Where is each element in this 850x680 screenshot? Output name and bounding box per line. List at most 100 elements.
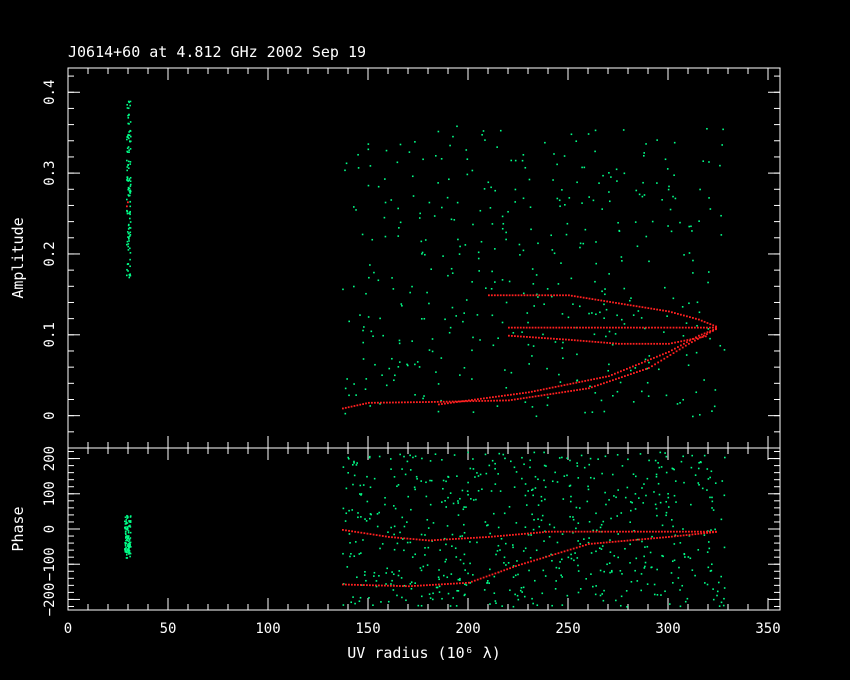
amplitude-model-point bbox=[519, 326, 522, 329]
amplitude-model-point bbox=[462, 400, 464, 403]
phase-axis-label: Phase bbox=[9, 506, 27, 551]
amplitude-model-point bbox=[505, 294, 508, 297]
phase-model-point bbox=[629, 539, 632, 542]
phase-data-point bbox=[463, 506, 465, 508]
amplitude-model-point bbox=[620, 370, 622, 373]
amplitude-model-point bbox=[597, 341, 600, 344]
amplitude-data-point bbox=[501, 215, 504, 218]
phase-data-point bbox=[442, 574, 445, 577]
phase-data-point bbox=[393, 476, 396, 478]
amplitude-model-point bbox=[457, 400, 460, 403]
amplitude-data-point bbox=[651, 220, 654, 223]
phase-data-point bbox=[559, 561, 561, 563]
phase-model-point bbox=[449, 538, 451, 541]
amplitude-data-point bbox=[129, 211, 131, 214]
amplitude-model-point bbox=[526, 294, 529, 297]
phase-model-point bbox=[584, 544, 587, 546]
amplitude-model-point bbox=[709, 330, 712, 332]
phase-data-point bbox=[129, 526, 132, 528]
phase-model-point bbox=[559, 530, 562, 533]
phase-data-point bbox=[575, 506, 578, 509]
phase-data-point bbox=[353, 460, 355, 463]
amplitude-data-point bbox=[483, 188, 486, 190]
amplitude-model-point bbox=[695, 317, 697, 320]
phase-data-point bbox=[125, 535, 128, 538]
amplitude-model-point bbox=[532, 336, 534, 339]
amplitude-data-point bbox=[127, 134, 129, 137]
phase-data-point bbox=[577, 564, 579, 567]
phase-data-point bbox=[698, 461, 700, 464]
amplitude-data-point bbox=[364, 388, 367, 391]
phase-data-point bbox=[550, 553, 552, 556]
amplitude-data-point bbox=[644, 327, 646, 330]
amplitude-model-point bbox=[709, 323, 712, 326]
amplitude-data-point bbox=[129, 234, 132, 236]
phase-data-point bbox=[489, 532, 491, 535]
amplitude-data-point bbox=[713, 405, 716, 408]
amplitude-data-point bbox=[127, 236, 129, 238]
amplitude-data-point bbox=[634, 221, 637, 223]
amplitude-model-point bbox=[474, 398, 476, 401]
phase-data-point bbox=[461, 535, 464, 537]
amplitude-data-point bbox=[570, 277, 573, 280]
amplitude-model-point bbox=[591, 386, 593, 389]
amplitude-model-point bbox=[645, 368, 647, 370]
amplitude-data-point bbox=[699, 188, 701, 191]
phase-data-point bbox=[709, 496, 711, 499]
phase-data-point bbox=[477, 489, 480, 492]
amplitude-data-point bbox=[530, 228, 532, 231]
amplitude-data-point bbox=[696, 301, 699, 304]
amplitude-data-point bbox=[688, 302, 690, 305]
amplitude-data-point bbox=[414, 141, 416, 143]
phase-model-point bbox=[605, 541, 608, 544]
phase-data-point bbox=[410, 587, 413, 590]
phase-data-point bbox=[405, 599, 407, 602]
amplitude-data-point bbox=[551, 249, 554, 251]
phase-model-point bbox=[428, 539, 430, 542]
amplitude-model-point bbox=[591, 326, 593, 329]
phase-data-point bbox=[524, 483, 527, 485]
phase-data-point bbox=[697, 482, 700, 484]
amplitude-model-point bbox=[657, 326, 660, 329]
phase-data-point bbox=[364, 518, 366, 520]
amplitude-data-point bbox=[643, 152, 646, 154]
amplitude-model-point bbox=[542, 388, 545, 391]
phase-data-point bbox=[664, 590, 666, 593]
amplitude-data-point bbox=[381, 374, 383, 376]
phase-model-point bbox=[679, 534, 682, 537]
amplitude-data-point bbox=[536, 293, 538, 296]
amplitude-data-point bbox=[553, 153, 555, 155]
phase-data-point bbox=[707, 530, 709, 532]
amplitude-data-point bbox=[398, 227, 400, 229]
amplitude-model-point bbox=[557, 385, 560, 388]
amplitude-data-point bbox=[426, 291, 428, 294]
phase-data-point bbox=[615, 599, 617, 602]
amplitude-model-point bbox=[712, 329, 714, 332]
phase-data-point bbox=[665, 511, 668, 514]
amplitude-data-point bbox=[559, 205, 561, 208]
amplitude-data-point bbox=[127, 243, 130, 245]
amplitude-data-point bbox=[664, 286, 666, 289]
phase-model-point bbox=[440, 538, 442, 541]
phase-data-point bbox=[603, 570, 605, 573]
chart-title: J0614+60 at 4.812 GHz 2002 Sep 19 bbox=[68, 43, 366, 61]
amplitude-model-point bbox=[697, 326, 699, 329]
phase-data-point bbox=[672, 582, 674, 584]
phase-data-point bbox=[350, 553, 352, 555]
amplitude-data-point bbox=[504, 369, 506, 371]
amplitude-model-point bbox=[565, 338, 567, 341]
phase-model-point bbox=[542, 531, 544, 534]
amplitude-data-point bbox=[127, 167, 130, 170]
phase-data-point bbox=[686, 597, 689, 600]
phase-model-point bbox=[458, 537, 460, 540]
phase-data-point bbox=[569, 515, 571, 518]
amplitude-data-point bbox=[719, 164, 721, 167]
phase-data-point bbox=[465, 584, 468, 586]
amplitude-model-point bbox=[672, 352, 675, 355]
phase-model-point bbox=[497, 535, 499, 538]
phase-data-point bbox=[661, 554, 663, 557]
amplitude-model-point bbox=[680, 344, 682, 347]
amplitude-data-point bbox=[614, 333, 617, 335]
amplitude-data-point bbox=[638, 193, 641, 196]
amplitude-data-point bbox=[478, 270, 480, 272]
